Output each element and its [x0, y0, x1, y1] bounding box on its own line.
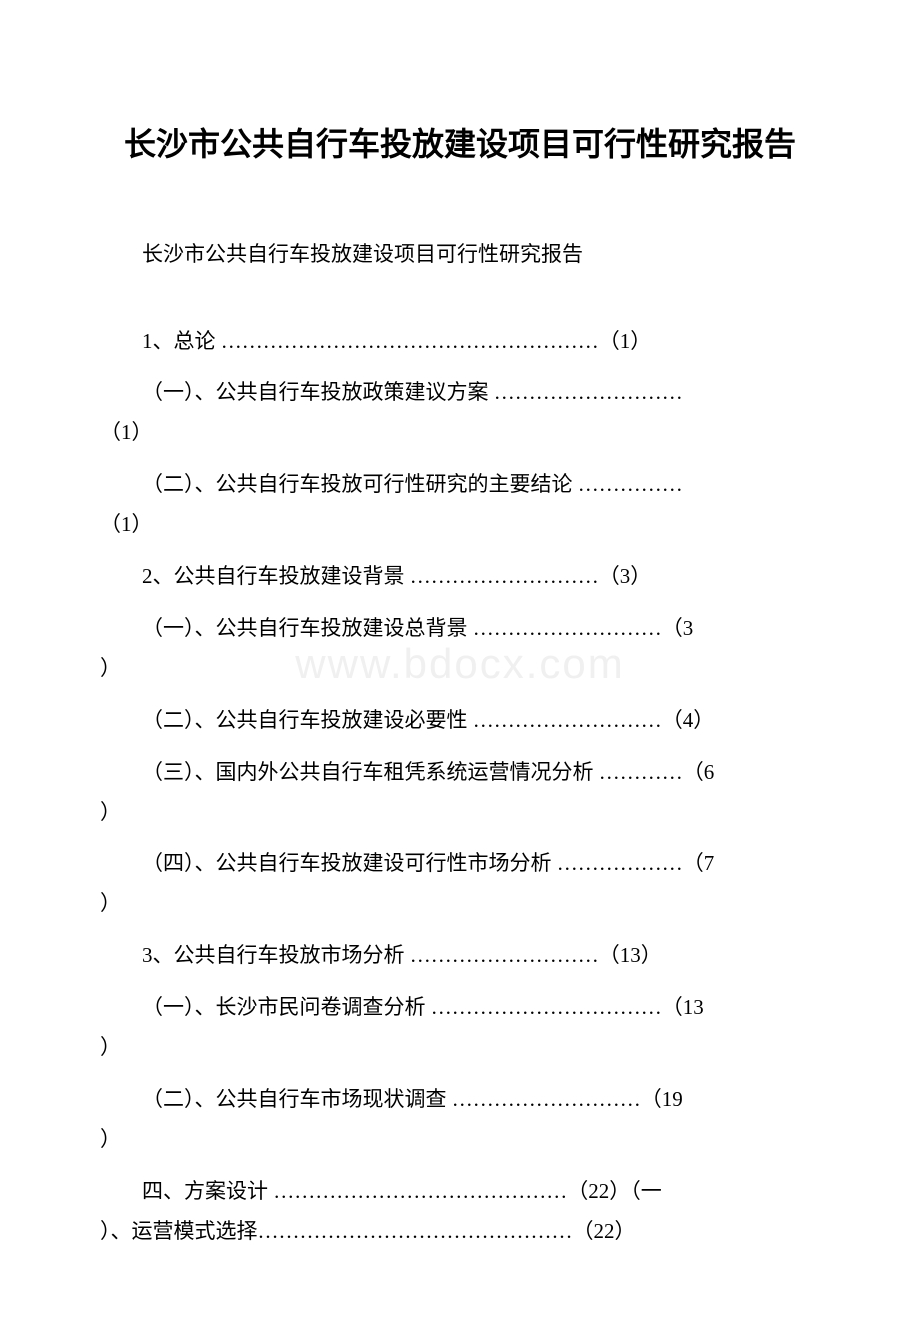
toc-text: ）: [100, 649, 820, 689]
toc-item-2-2: （二）、公共自行车投放建设必要性 ………………………（4）: [100, 701, 820, 741]
toc-text: （三）、国内外公共自行车租凭系统运营情况分析 …………（6: [100, 753, 820, 793]
toc-text: （1）: [100, 413, 820, 453]
toc-text: 四、方案设计 ……………………………………（22）（一: [100, 1172, 820, 1212]
toc-text: （一）、公共自行车投放政策建议方案 ………………………: [100, 373, 820, 413]
document-container: 长沙市公共自行车投放建设项目可行性研究报告 长沙市公共自行车投放建设项目可行性研…: [0, 0, 920, 1323]
toc-text: ）: [100, 793, 820, 833]
toc-item-3: 3、公共自行车投放市场分析 ………………………（13）: [100, 936, 820, 976]
toc-item-3-2: （二）、公共自行车市场现状调查 ………………………（19 ）: [100, 1080, 820, 1160]
toc-text: （四）、公共自行车投放建设可行性市场分析 ………………（7: [100, 844, 820, 884]
document-title: 长沙市公共自行车投放建设项目可行性研究报告: [100, 120, 820, 168]
document-subtitle: 长沙市公共自行车投放建设项目可行性研究报告: [100, 238, 820, 272]
toc-item-4: 四、方案设计 ……………………………………（22）（一 ）、运营模式选择……………: [100, 1172, 820, 1252]
toc-item-3-1: （一）、长沙市民问卷调查分析 ……………………………（13 ）: [100, 988, 820, 1068]
toc-text: （1）: [100, 505, 820, 545]
toc-item-2-1: （一）、公共自行车投放建设总背景 ………………………（3 ）: [100, 609, 820, 689]
toc-text: （一）、长沙市民问卷调查分析 ……………………………（13: [100, 988, 820, 1028]
toc-text: （二）、公共自行车投放可行性研究的主要结论 ……………: [100, 465, 820, 505]
toc-text: ）: [100, 1120, 820, 1160]
toc-text: ）、运营模式选择………………………………………（22）: [100, 1212, 820, 1252]
toc-item-1: 1、总论 ………………………………………………（1）: [100, 322, 820, 362]
toc-text: ）: [100, 884, 820, 924]
toc-item-2-4: （四）、公共自行车投放建设可行性市场分析 ………………（7 ）: [100, 844, 820, 924]
toc-item-2: 2、公共自行车投放建设背景 ………………………（3）: [100, 557, 820, 597]
toc-text: （二）、公共自行车市场现状调查 ………………………（19: [100, 1080, 820, 1120]
toc-item-2-3: （三）、国内外公共自行车租凭系统运营情况分析 …………（6 ）: [100, 753, 820, 833]
toc-item-1-1: （一）、公共自行车投放政策建议方案 ……………………… （1）: [100, 373, 820, 453]
toc-text: （一）、公共自行车投放建设总背景 ………………………（3: [100, 609, 820, 649]
toc-text: ）: [100, 1028, 820, 1068]
toc-item-1-2: （二）、公共自行车投放可行性研究的主要结论 …………… （1）: [100, 465, 820, 545]
